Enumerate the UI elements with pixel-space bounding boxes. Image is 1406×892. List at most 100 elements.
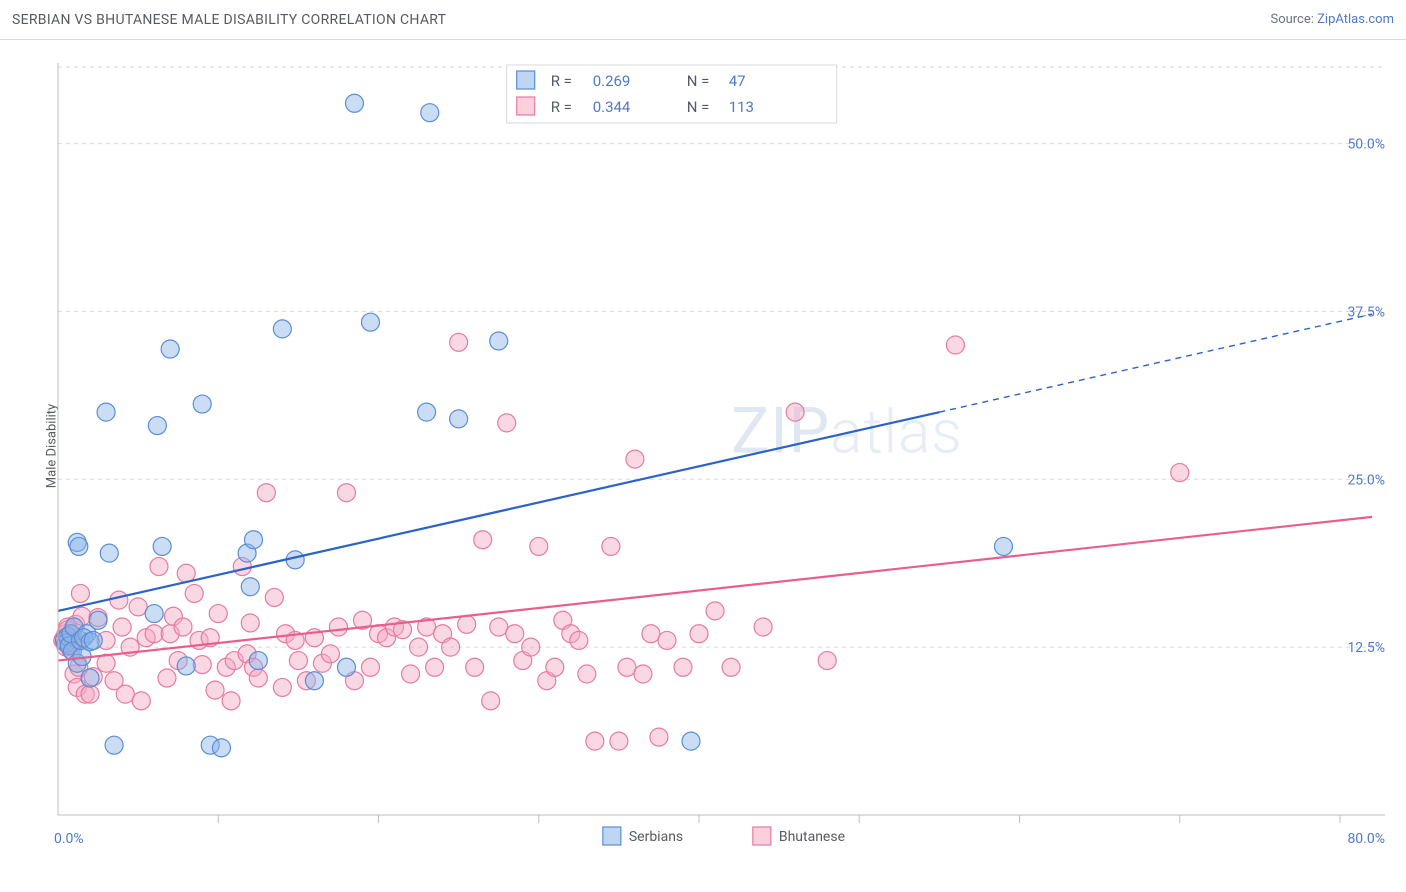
data-point — [466, 658, 484, 676]
data-point — [100, 544, 118, 562]
data-point — [618, 658, 636, 676]
data-point — [570, 631, 588, 649]
data-point — [249, 652, 267, 670]
chart-svg: ZIPatlas12.5%25.0%37.5%50.0%0.0%80.0%R =… — [50, 55, 1390, 875]
legend-r-value: 0.269 — [593, 72, 631, 90]
data-point — [642, 625, 660, 643]
data-point — [650, 728, 668, 746]
data-point — [361, 313, 379, 331]
data-point — [105, 736, 123, 754]
trendline-serbians — [58, 412, 939, 611]
data-point — [402, 665, 420, 683]
data-point — [84, 631, 102, 649]
data-point — [658, 631, 676, 649]
data-point — [110, 591, 128, 609]
data-point — [265, 588, 283, 606]
data-point — [506, 625, 524, 643]
data-point — [145, 605, 163, 623]
data-point — [209, 605, 227, 623]
data-point — [150, 558, 168, 576]
plot-area: ZIPatlas12.5%25.0%37.5%50.0%0.0%80.0%R =… — [50, 55, 1390, 835]
data-point — [498, 414, 516, 432]
legend-swatch — [753, 827, 771, 845]
data-point — [305, 672, 323, 690]
legend-swatch — [517, 97, 535, 115]
data-point — [610, 732, 628, 750]
legend-n-label: N = — [687, 72, 710, 90]
data-point — [994, 537, 1012, 555]
data-point — [129, 598, 147, 616]
data-point — [1171, 464, 1189, 482]
data-point — [273, 320, 291, 338]
chart-container: SERBIAN VS BHUTANESE MALE DISABILITY COR… — [0, 0, 1406, 892]
y-tick-label: 25.0% — [1347, 472, 1385, 488]
data-point — [450, 410, 468, 428]
data-point — [329, 618, 347, 636]
data-point — [426, 658, 444, 676]
data-point — [442, 638, 460, 656]
x-max-label: 80.0% — [1347, 831, 1385, 847]
data-point — [70, 537, 88, 555]
data-point — [530, 537, 548, 555]
data-point — [361, 658, 379, 676]
data-point — [410, 638, 428, 656]
data-point — [245, 531, 263, 549]
data-point — [145, 625, 163, 643]
y-tick-label: 50.0% — [1347, 137, 1385, 153]
data-point — [206, 681, 224, 699]
data-point — [490, 618, 508, 636]
source-prefix: Source: — [1270, 12, 1317, 27]
data-point — [418, 403, 436, 421]
data-point — [634, 665, 652, 683]
legend-n-value: 113 — [729, 98, 754, 116]
legend-r-label: R = — [551, 72, 572, 90]
legend-r-value: 0.344 — [593, 98, 631, 116]
data-point — [786, 403, 804, 421]
chart-title: SERBIAN VS BHUTANESE MALE DISABILITY COR… — [12, 12, 446, 28]
data-point — [458, 615, 476, 633]
data-point — [193, 656, 211, 674]
data-point — [474, 531, 492, 549]
data-point — [81, 669, 99, 687]
data-point — [89, 611, 107, 629]
data-point — [161, 340, 179, 358]
data-point — [249, 669, 267, 687]
data-point — [273, 678, 291, 696]
data-point — [706, 602, 724, 620]
data-point — [148, 417, 166, 435]
data-point — [132, 692, 150, 710]
data-point — [690, 625, 708, 643]
y-tick-label: 37.5% — [1347, 304, 1385, 320]
data-point — [586, 732, 604, 750]
legend-bottom: Serbians Bhutanese — [603, 827, 845, 845]
data-point — [421, 104, 439, 122]
data-point — [174, 618, 192, 636]
y-tick-label: 12.5% — [1347, 640, 1385, 656]
data-point — [81, 685, 99, 703]
legend-series-label: Bhutanese — [779, 829, 845, 845]
data-point — [482, 692, 500, 710]
data-point — [241, 578, 259, 596]
legend-n-value: 47 — [729, 72, 746, 90]
legend-n-label: N = — [687, 98, 710, 116]
legend-series-label: Serbians — [629, 829, 683, 845]
data-point — [321, 645, 339, 663]
data-point — [946, 336, 964, 354]
data-point — [546, 658, 564, 676]
data-point — [682, 732, 700, 750]
data-point — [158, 669, 176, 687]
data-point — [153, 537, 171, 555]
data-point — [345, 94, 363, 112]
source-link[interactable]: ZipAtlas.com — [1317, 12, 1394, 27]
legend-swatch — [603, 827, 621, 845]
data-point — [257, 484, 275, 502]
data-point — [289, 652, 307, 670]
data-point — [450, 333, 468, 351]
data-point — [722, 658, 740, 676]
chart-header: SERBIAN VS BHUTANESE MALE DISABILITY COR… — [0, 0, 1406, 40]
data-point — [185, 584, 203, 602]
legend-swatch — [517, 71, 535, 89]
data-point — [97, 403, 115, 421]
trendline-serbians-dash — [939, 314, 1372, 412]
data-point — [522, 638, 540, 656]
